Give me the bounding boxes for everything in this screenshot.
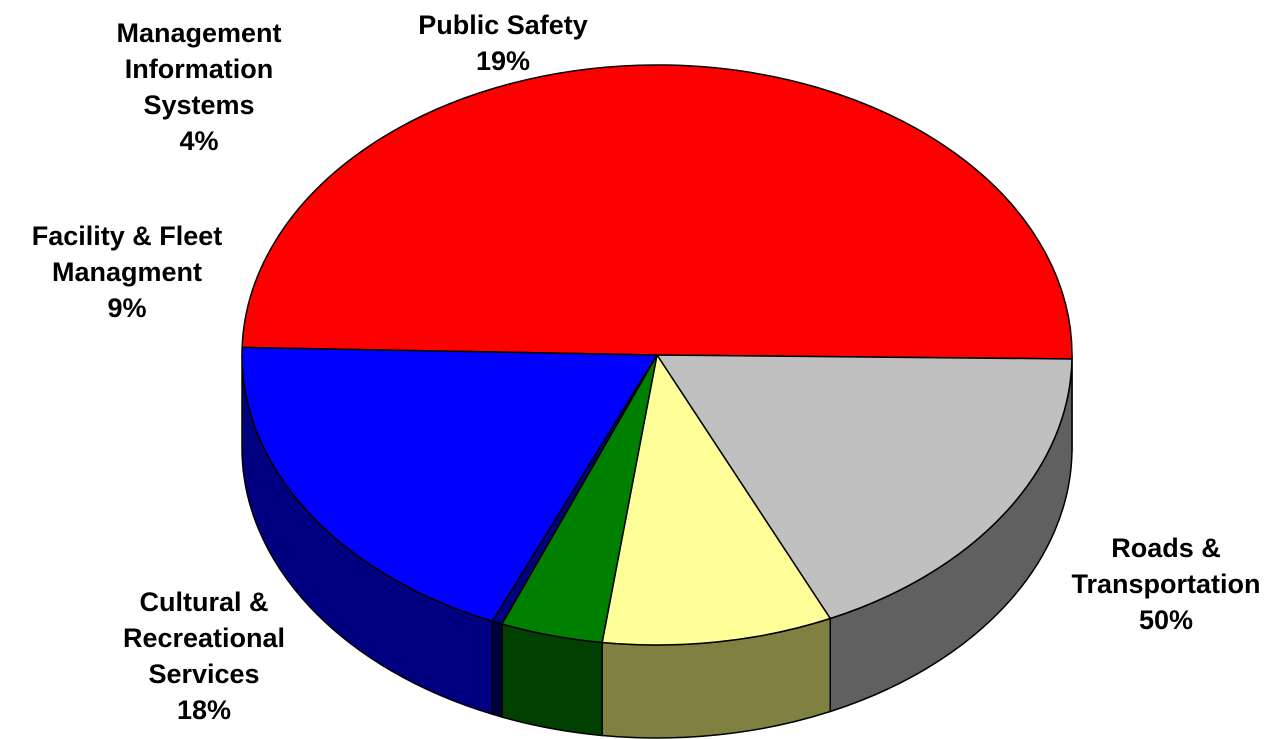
slice-name-line: Managment	[52, 257, 202, 287]
slice-label-facility-fleet-managment: Facility & Fleet Managment 9%	[32, 221, 223, 323]
slice-label-roads-transportation: Roads & Transportation 50%	[1071, 533, 1260, 635]
slice-name-line: Public Safety	[418, 10, 588, 40]
slice-name-line: Information	[125, 54, 274, 84]
slice-percent: 50%	[1139, 605, 1193, 635]
slice-name-line: Services	[148, 659, 259, 689]
pie-slice-facility-fleet-managment	[601, 354, 832, 646]
pie-slice-roads-transportation	[241, 64, 1073, 360]
slice-name-line: Management	[116, 18, 281, 48]
slice-name-line: Transportation	[1071, 569, 1260, 599]
slice-name-line: Facility & Fleet	[32, 221, 223, 251]
slice-label-public-safety: Public Safety 19%	[418, 10, 588, 76]
pie-slice-cultural-recreational-services	[656, 354, 1073, 620]
pie-slice-public-safety	[241, 346, 658, 622]
slice-percent: 19%	[476, 46, 530, 76]
slice-percent: 4%	[179, 126, 218, 156]
slice-label-cultural-recreational-services: Cultural & Recreational Services 18%	[123, 587, 285, 725]
slice-name-line: Cultural &	[139, 587, 268, 617]
pie-labels: Roads & Transportation 50% Cultural & Recrea…	[32, 10, 1261, 725]
slice-percent: 18%	[177, 695, 231, 725]
slice-name-line: Systems	[143, 90, 254, 120]
slice-percent: 9%	[107, 293, 146, 323]
pie-slices	[241, 64, 1073, 646]
slice-name-line: Roads &	[1111, 533, 1221, 563]
slice-name-line: Recreational	[123, 623, 285, 653]
pie-side-unlabeled-4	[491, 620, 503, 718]
slice-label-management-information-systems: Management Information Systems 4%	[116, 18, 281, 156]
